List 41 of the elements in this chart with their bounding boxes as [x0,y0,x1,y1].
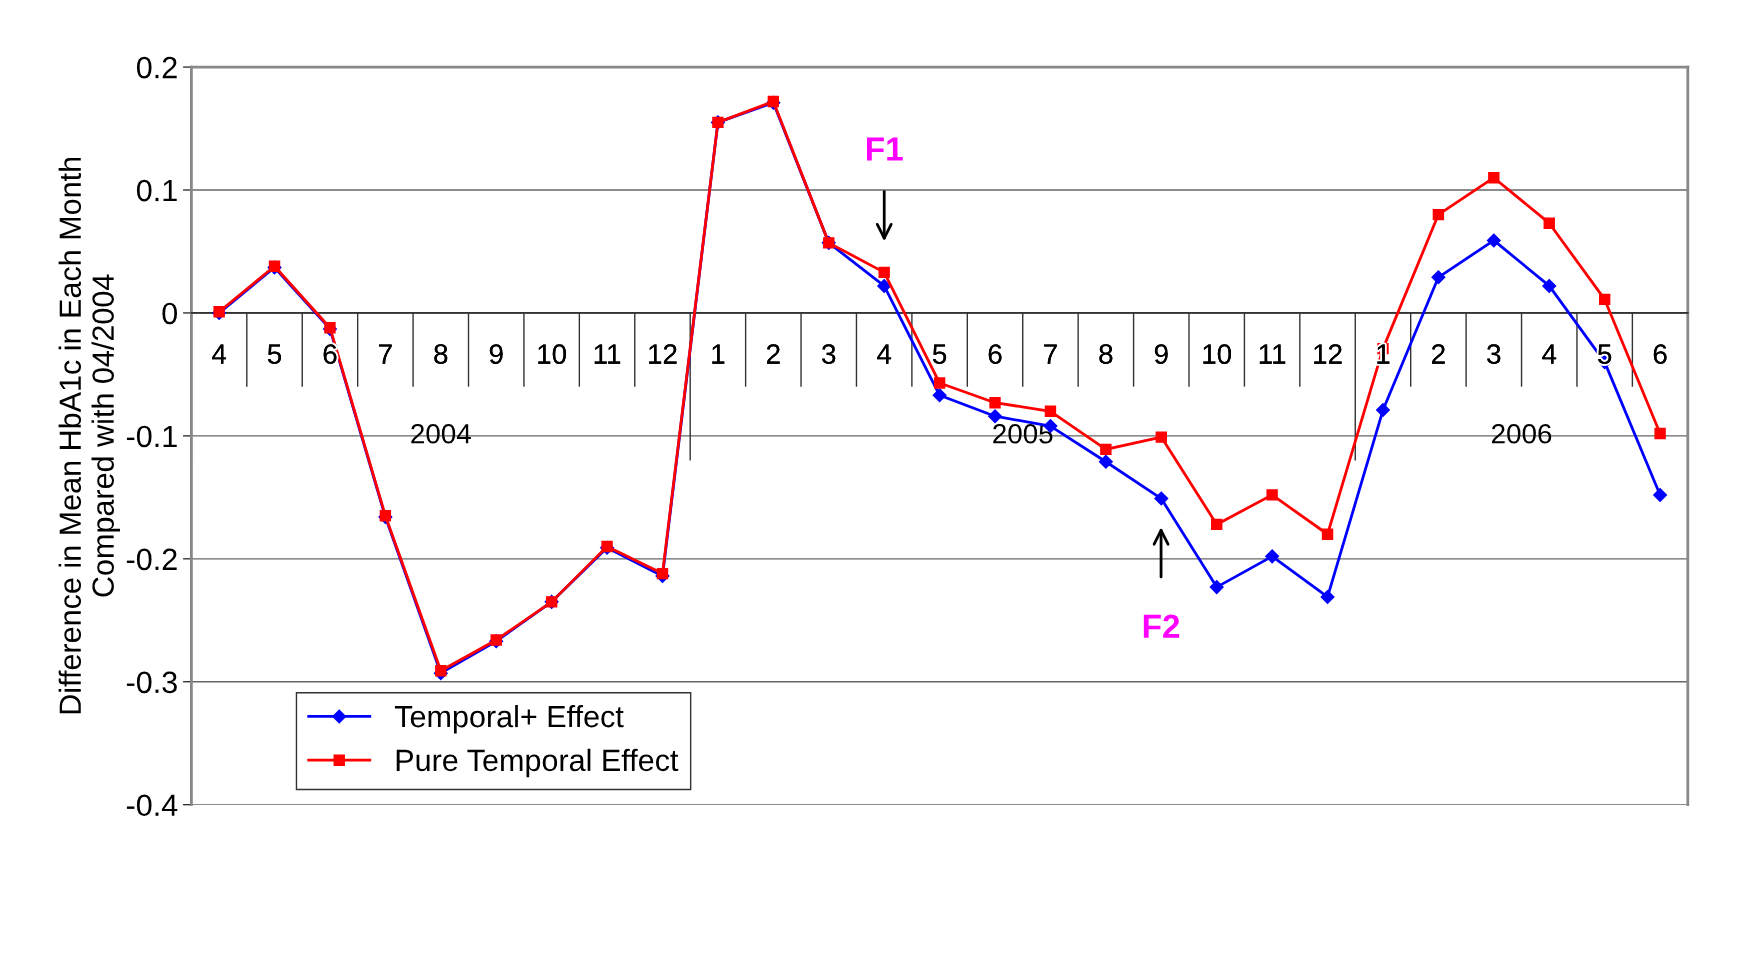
y-tick-label: 0 [162,302,178,325]
x-tick-label: 12 [649,344,677,364]
y-tick-label: 0.2 [136,56,177,79]
x-tick-label: 3 [1487,344,1501,364]
legend-label: Temporal+ Effect [394,704,624,734]
x-tick-label: 5 [267,344,282,364]
y-tick-label: 0.1 [136,179,177,202]
x-tick-label: 1 [1377,344,1390,364]
y-tick-label: -0.3 [126,671,177,694]
x-tick-label: 2 [767,344,780,364]
x-tick-label: 7 [379,344,392,364]
annotation: 2004 [411,423,471,444]
y-tick-label: -0.4 [126,794,178,817]
x-tick-label: 3 [822,344,836,364]
x-tick-label: 10 [1203,344,1232,364]
x-tick-label: 1 [712,344,725,364]
y-tick-label: -0.1 [126,425,177,448]
x-tick-label: 4 [1542,344,1557,364]
annotation: F1 [867,137,903,161]
x-tick-label: 6 [988,344,1002,364]
x-tick-label: 10 [538,344,567,364]
annotation: 2006 [1492,423,1552,444]
x-tick-label: 9 [489,344,503,364]
y-tick-label: -0.2 [126,548,177,571]
x-tick-label: 9 [1154,344,1168,364]
x-tick-label: 6 [323,344,337,364]
x-tick-label: 4 [212,344,227,364]
y-axis-title: Difference in Mean HbA1c in Each Month Compared with 04/2004 [58,157,120,714]
annotation: F2 [1143,614,1180,638]
annotation: 2005 [993,423,1053,444]
x-tick-label: 5 [932,344,947,364]
x-tick-label: 4 [877,344,892,364]
x-tick-label: 11 [1259,344,1286,364]
x-tick-label: 12 [1314,344,1342,364]
x-tick-label: 2 [1432,344,1445,364]
x-tick-label: 11 [594,344,621,364]
legend-label: Pure Temporal Effect [396,748,679,778]
x-tick-label: 6 [1653,344,1667,364]
x-tick-label: 8 [1099,344,1113,364]
x-tick-label: 7 [1044,344,1057,364]
x-tick-label: 8 [434,344,448,364]
